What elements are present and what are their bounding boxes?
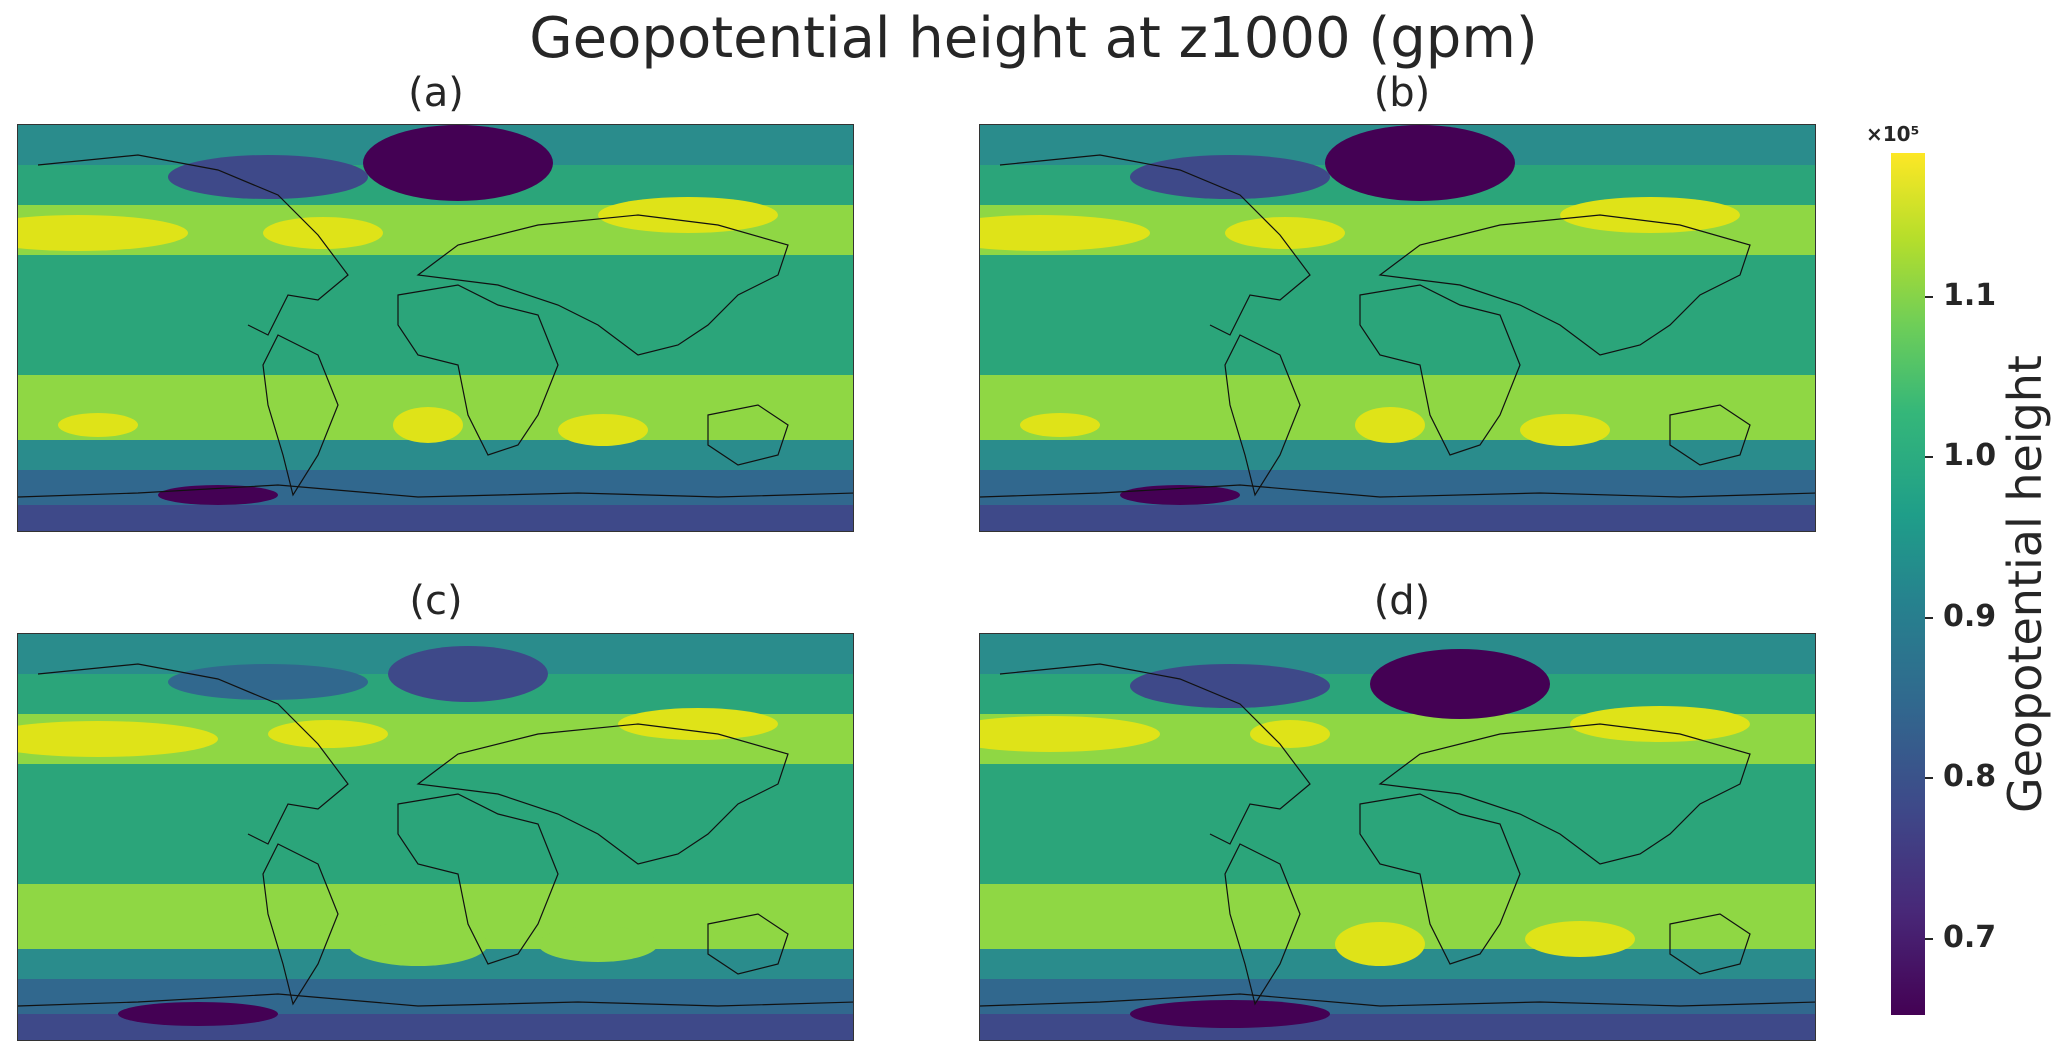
contour-region	[1370, 649, 1550, 719]
coastline	[1224, 334, 1301, 497]
coastline	[18, 993, 853, 1007]
coastline	[416, 723, 789, 865]
panel-label-a: (a)	[408, 70, 464, 116]
coastline	[999, 154, 1311, 336]
coastline	[999, 663, 1311, 845]
contour-band	[980, 979, 1815, 1014]
figure-title: Geopotential height at z1000 (gpm)	[529, 6, 1538, 71]
contour-band	[18, 505, 853, 531]
contour-region	[118, 1002, 278, 1026]
contour-band	[980, 440, 1815, 470]
contour-region	[1520, 414, 1610, 446]
contour-map-b	[980, 125, 1815, 531]
panel-label-b: (b)	[1373, 70, 1431, 116]
coastline	[18, 484, 853, 498]
contour-band	[980, 470, 1815, 505]
coastline	[1378, 214, 1751, 356]
contour-map-a	[18, 125, 853, 531]
coastline	[397, 284, 559, 456]
coastline	[1378, 723, 1751, 865]
contour-region	[268, 720, 388, 748]
coastline	[980, 993, 1815, 1007]
colorbar-tickmark	[1925, 456, 1933, 458]
coastline	[980, 484, 1815, 498]
colorbar	[1891, 153, 1925, 1015]
contour-map-c	[18, 634, 853, 1040]
coastline	[707, 913, 789, 975]
contour-band	[18, 764, 853, 894]
contour-region	[1130, 1000, 1330, 1028]
colorbar-label: Geopotential height	[1998, 355, 2052, 813]
contour-region	[393, 407, 463, 443]
contour-region	[168, 155, 368, 199]
contour-region	[388, 646, 548, 702]
contour-region	[538, 926, 658, 962]
contour-region	[1560, 197, 1740, 233]
contour-region	[1355, 407, 1425, 443]
coastline	[416, 214, 789, 356]
contour-region	[348, 922, 488, 966]
colorbar-tick-label: 0.7	[1943, 920, 1997, 955]
contour-region	[598, 197, 778, 233]
coastline	[1669, 913, 1751, 975]
coastline	[1359, 793, 1521, 965]
contour-region	[363, 125, 553, 201]
contour-band	[18, 440, 853, 470]
contour-region	[1130, 155, 1330, 199]
coastline	[397, 793, 559, 965]
coastline	[1224, 843, 1301, 1006]
contour-region	[1020, 413, 1100, 437]
panel-label-d: (d)	[1373, 578, 1431, 624]
panel-label-c: (c)	[409, 578, 463, 624]
coastline	[1359, 284, 1521, 456]
contour-region	[1335, 922, 1425, 966]
contour-band	[18, 470, 853, 505]
contour-region	[1525, 921, 1635, 957]
contour-region	[18, 721, 218, 757]
contour-region	[1325, 125, 1515, 201]
colorbar-tick-label: 0.9	[1943, 599, 1997, 634]
colorbar-exponent: ×10⁵	[1866, 122, 1920, 146]
coastline	[262, 843, 339, 1006]
contour-region	[980, 716, 1160, 752]
map-panel-d	[979, 633, 1816, 1041]
contour-band	[980, 255, 1815, 385]
contour-map-d	[980, 634, 1815, 1040]
contour-region	[18, 215, 188, 251]
colorbar-tickmark	[1925, 777, 1933, 779]
colorbar-tickmark	[1925, 296, 1933, 298]
contour-region	[1570, 706, 1750, 742]
coastline	[37, 154, 349, 336]
contour-region	[263, 217, 383, 249]
contour-band	[980, 505, 1815, 531]
contour-region	[1130, 664, 1330, 708]
colorbar-tick-label: 1.0	[1943, 438, 1997, 473]
map-panel-b	[979, 124, 1816, 532]
colorbar-tick-label: 0.8	[1943, 759, 1997, 794]
contour-region	[980, 215, 1150, 251]
coastline	[37, 663, 349, 845]
contour-band	[980, 1014, 1815, 1040]
coastline	[707, 404, 789, 466]
colorbar-tickmark	[1925, 938, 1933, 940]
coastline	[262, 334, 339, 497]
colorbar-tick-label: 1.1	[1943, 278, 1997, 313]
contour-region	[618, 708, 778, 740]
map-panel-a	[17, 124, 854, 532]
contour-region	[1250, 720, 1330, 748]
contour-band	[18, 255, 853, 385]
contour-region	[168, 664, 368, 700]
contour-band	[980, 764, 1815, 894]
colorbar-tickmark	[1925, 617, 1933, 619]
contour-region	[1225, 217, 1345, 249]
contour-region	[58, 413, 138, 437]
coastline	[1669, 404, 1751, 466]
contour-region	[558, 414, 648, 446]
map-panel-c	[17, 633, 854, 1041]
